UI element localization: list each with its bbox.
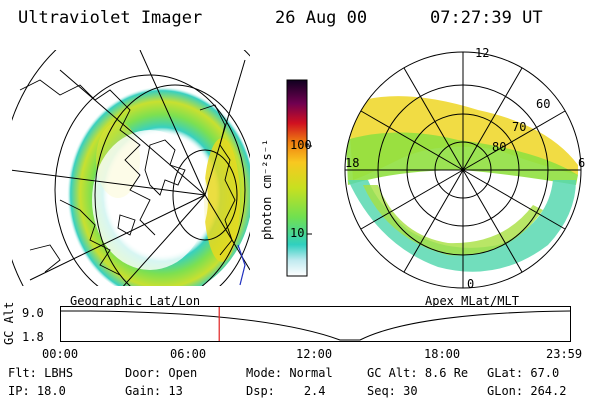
lat-label-80: 80	[492, 140, 507, 154]
altitude-ylabel: GC Alt	[2, 301, 16, 345]
mlt-label-6: 6	[578, 156, 586, 170]
xtick-1200: 12:00	[296, 347, 333, 361]
info-flt: Flt: LBHS	[8, 366, 74, 380]
info-door: Door: Open	[125, 366, 198, 380]
info-mode: Mode: Normal	[246, 366, 333, 380]
info-ip: IP: 18.0	[8, 384, 66, 398]
info-gain: Gain: 13	[125, 384, 183, 398]
mlt-label-12: 12	[475, 46, 490, 60]
info-glat: GLat: 67.0	[487, 366, 560, 380]
altitude-ytick-high: 9.0	[22, 306, 44, 320]
altitude-ytick-low: 1.8	[22, 330, 44, 344]
altitude-curve	[61, 310, 571, 341]
xtick-0000: 00:00	[42, 347, 79, 361]
xtick-2359: 23:59	[546, 347, 583, 361]
polar-panel-label: Apex MLat/MLT	[425, 294, 519, 308]
instrument-title: Ultraviolet Imager	[18, 8, 203, 28]
xtick-1800: 18:00	[424, 347, 461, 361]
polar-image-panel	[344, 51, 582, 289]
colorbar	[286, 79, 312, 277]
auroral-night-band	[348, 180, 576, 272]
coastlines	[19, 79, 236, 276]
colorbar-tick-10: 10	[290, 226, 305, 240]
lat-label-60: 60	[536, 97, 551, 111]
info-seq: Seq: 30	[367, 384, 418, 398]
colorbar-unit-label: photon cm⁻²s⁻¹	[260, 138, 274, 240]
colorbar-tick-100: 100	[290, 138, 312, 152]
geographic-image-panel	[12, 50, 250, 286]
date-label: 26 Aug 00	[275, 8, 368, 28]
altitude-plot	[60, 306, 571, 342]
lat-label-70: 70	[512, 120, 527, 134]
xtick-0600: 06:00	[170, 347, 207, 361]
geo-panel-label: Geographic Lat/Lon	[70, 294, 201, 308]
info-dsp: Dsp: 2.4	[246, 384, 326, 398]
mlt-label-18: 18	[345, 156, 360, 170]
mlt-label-0: 0	[467, 277, 475, 291]
polar-grid	[344, 51, 582, 289]
info-gcalt: GC Alt: 8.6 Re	[367, 366, 469, 380]
time-label: 07:27:39 UT	[430, 8, 543, 28]
info-glon: GLon: 264.2	[487, 384, 567, 398]
